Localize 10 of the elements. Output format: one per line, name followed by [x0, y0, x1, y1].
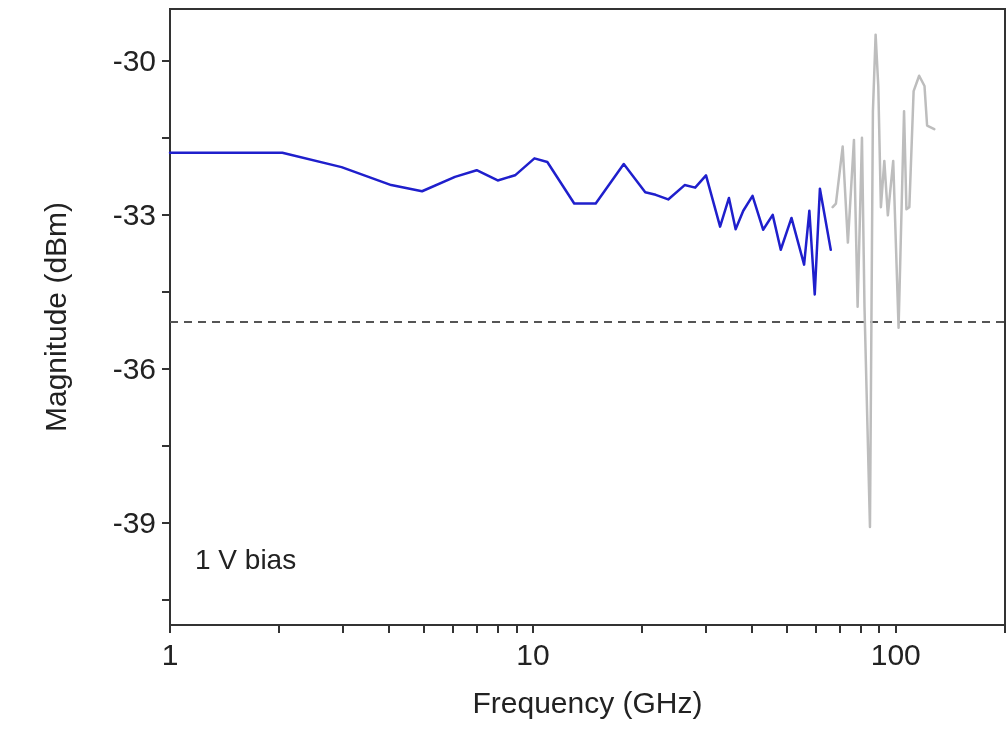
- y-tick-label: -33: [112, 197, 156, 231]
- y-axis-title: Magnitude (dBm): [38, 201, 72, 433]
- annotation: 1 V bias: [195, 543, 297, 575]
- y-tick-label: -39: [112, 505, 156, 539]
- y-tick-label: -36: [112, 351, 156, 385]
- x-tick-label: 1: [161, 637, 179, 671]
- x-axis-title: Frequency (GHz): [472, 685, 703, 719]
- x-tick-label: 10: [516, 637, 550, 671]
- x-tick-label: 100: [870, 637, 921, 671]
- y-tick-label: -30: [112, 43, 156, 77]
